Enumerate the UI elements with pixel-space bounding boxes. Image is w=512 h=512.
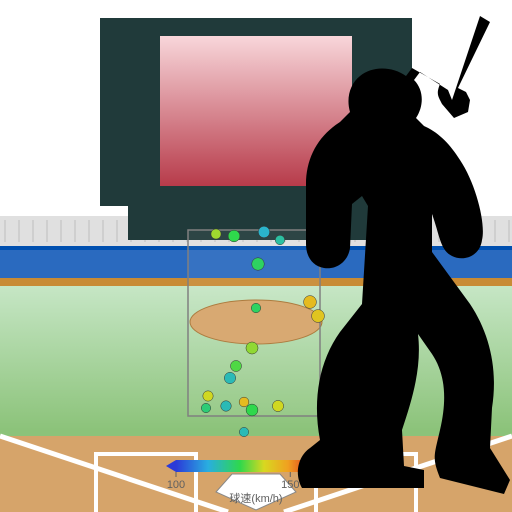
pitch-marker <box>239 397 249 407</box>
pitch-marker <box>246 342 258 354</box>
legend-tick-label: 100 <box>167 479 185 491</box>
pitch-marker <box>304 296 317 309</box>
grass-lip <box>0 430 512 436</box>
pitch-marker <box>239 427 248 436</box>
pitch-marker <box>203 391 213 401</box>
scene-svg: 100 150球速(km/h) <box>0 0 512 512</box>
pitch-marker <box>251 303 261 313</box>
legend-axis-label: 球速(km/h) <box>229 491 282 505</box>
strike-zone <box>188 230 320 416</box>
pitch-marker <box>312 310 325 323</box>
pitch-marker <box>246 404 258 416</box>
pitch-marker <box>221 401 232 412</box>
pitch-marker <box>258 226 269 237</box>
pitch-location-diagram: 100 150球速(km/h) <box>0 0 512 512</box>
pitch-marker <box>275 235 285 245</box>
pitch-marker <box>228 230 240 242</box>
pitch-marker <box>230 360 241 371</box>
pitch-marker <box>272 400 283 411</box>
pitch-marker <box>252 258 265 271</box>
legend-tick-label: 150 <box>281 479 299 491</box>
pitch-marker <box>224 372 235 383</box>
pitch-marker <box>201 403 210 412</box>
pitch-marker <box>211 229 221 239</box>
